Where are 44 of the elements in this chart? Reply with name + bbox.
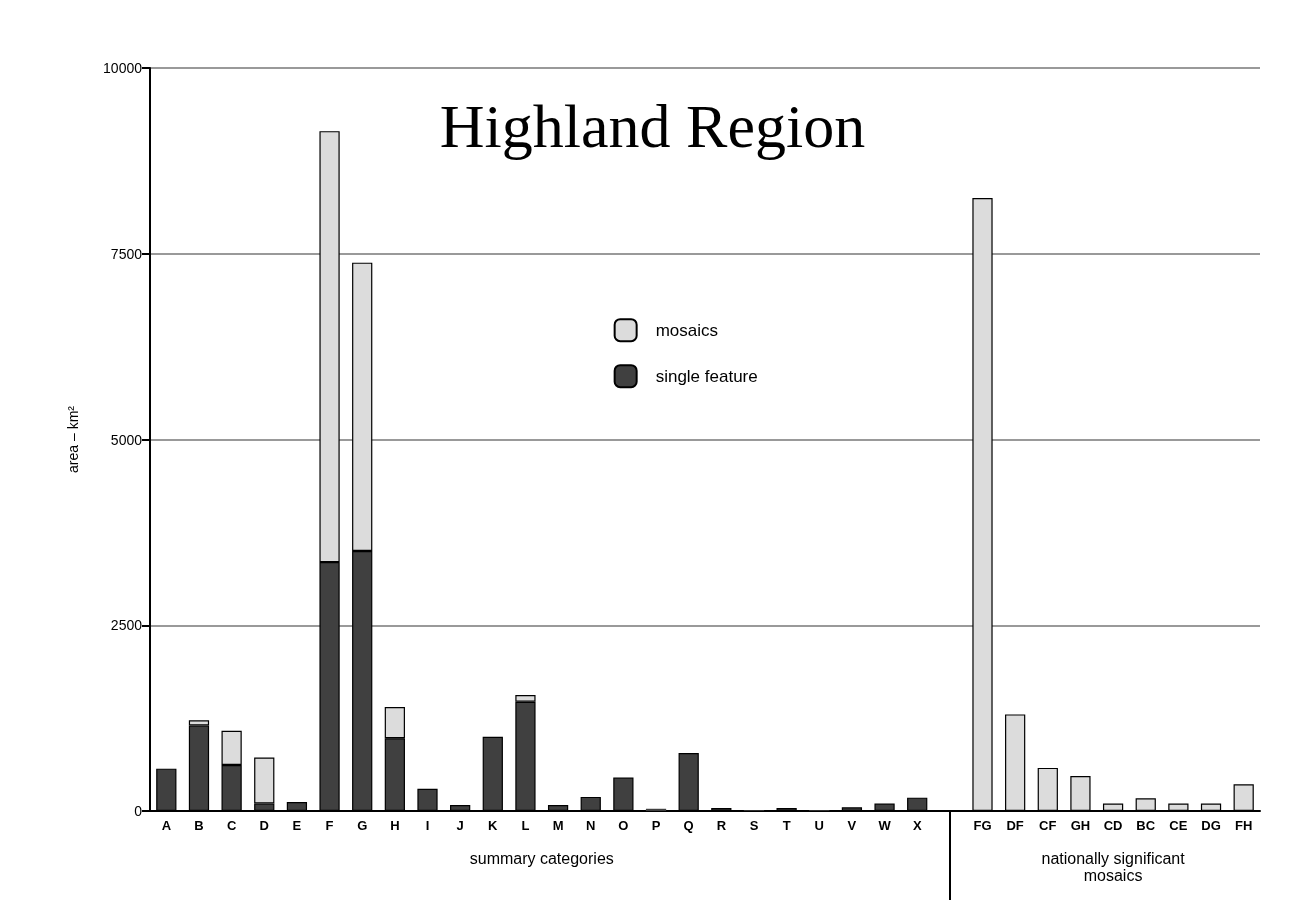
chart-title: Highland Region: [439, 92, 866, 160]
x-tick-label: CF: [1039, 818, 1057, 833]
x-tick-label: CE: [1169, 818, 1188, 833]
x-tick-label: K: [488, 818, 499, 833]
x-tick-label: F: [325, 818, 334, 833]
y-tick-label: 5000: [110, 431, 143, 448]
x-tick-label: I: [425, 818, 430, 833]
x-tick-label: FH: [1235, 818, 1253, 833]
legend-label: single feature: [655, 366, 758, 386]
x-tick-label: Q: [683, 818, 694, 833]
x-tick-label: B: [194, 818, 204, 833]
x-tick-label: FG: [973, 818, 992, 833]
legend-label: mosaics: [655, 320, 719, 340]
x-tick-label: R: [716, 818, 727, 833]
y-tick-label: 7500: [110, 245, 143, 262]
x-tick-label: V: [847, 818, 857, 833]
y-tick-label: 2500: [110, 617, 143, 634]
x-tick-label: M: [552, 818, 564, 833]
x-tick-label: X: [912, 818, 922, 833]
x-tick-label: DF: [1006, 818, 1024, 833]
text: nationally significant mosaics: [1041, 850, 1186, 884]
x-tick-label: L: [521, 818, 530, 833]
x-tick-label: O: [618, 818, 629, 833]
x-tick-label: A: [161, 818, 172, 833]
x-tick-label: W: [878, 818, 892, 833]
x-tick-label: P: [651, 818, 661, 833]
x-tick-label: E: [292, 818, 302, 833]
x-tick-label: T: [782, 818, 791, 833]
x-tick-label: H: [390, 818, 400, 833]
x-tick-label: CD: [1103, 818, 1123, 833]
y-tick-label: 10000: [103, 60, 143, 76]
x-tick-label: D: [259, 818, 269, 833]
x-tick-label: GH: [1070, 818, 1091, 833]
y-axis-title: area – km²: [65, 405, 81, 473]
x-tick-label: DG: [1201, 818, 1221, 833]
x-tick-label: J: [456, 818, 464, 833]
x-tick-label: BC: [1136, 818, 1156, 833]
x-tick-label: N: [586, 818, 596, 833]
x-tick-label: C: [226, 818, 237, 833]
text: summary categories: [469, 850, 614, 867]
x-tick-label: U: [814, 818, 824, 833]
y-tick-label: 0: [134, 803, 143, 819]
x-tick-label: G: [357, 818, 368, 833]
x-tick-label: S: [749, 818, 759, 833]
